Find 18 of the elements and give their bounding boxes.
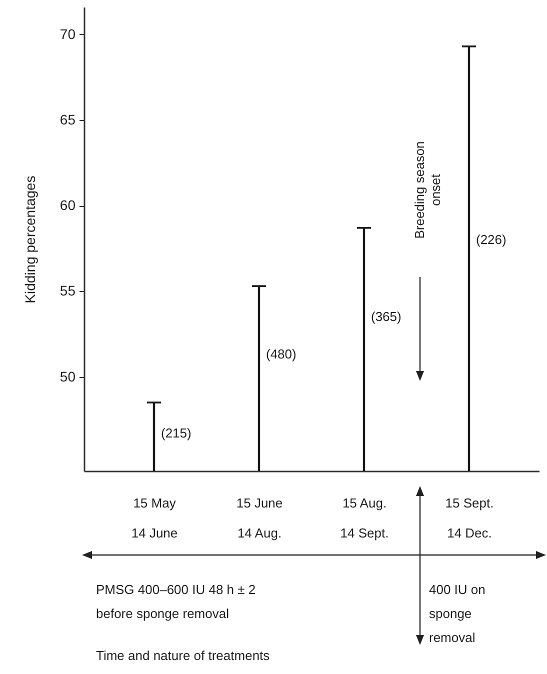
annotation: (480): [266, 346, 296, 362]
annotation: (365): [371, 308, 402, 324]
annotation: (226): [476, 232, 506, 247]
y-tick-label: 50: [60, 368, 76, 384]
x-tick-label: 15 Sept. 14 Dec.: [445, 496, 494, 540]
y-tick-label: 70: [60, 26, 76, 42]
y-tick-label: 55: [60, 282, 76, 299]
annotation: (215): [161, 425, 192, 440]
y-axis-title: Kidding percentages: [22, 176, 38, 304]
text: Time and nature of treatments: [96, 648, 270, 663]
x-tick-label: 15 May 14 June: [131, 496, 178, 540]
y-tick-label: 60: [60, 197, 76, 214]
x-tick-label: 15 Aug. 14 Sept.: [340, 496, 389, 540]
annotation: Breeding season onset: [412, 141, 443, 239]
y-tick-label: 65: [60, 112, 76, 128]
text: 400 IU on sponge removal: [429, 582, 486, 645]
x-tick-label: 15 June 14 Aug.: [236, 496, 283, 540]
text: PMSG 400–600 IU 48 h ± 2 before sponge removal: [96, 582, 256, 621]
